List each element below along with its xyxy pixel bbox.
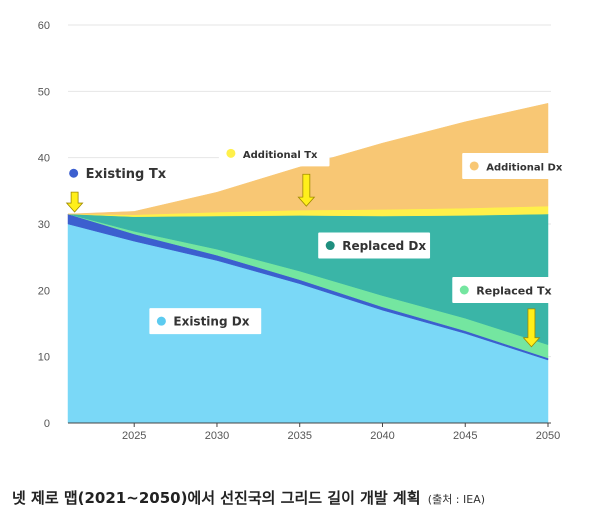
legend-dot: [226, 148, 236, 158]
label-replaced-tx: Replaced Tx: [452, 276, 558, 303]
legend-dot: [459, 285, 469, 295]
y-tick-label: 30: [38, 219, 50, 231]
label-text: Existing Dx: [173, 315, 249, 329]
label-text: Additional Dx: [486, 162, 563, 173]
legend-dot: [69, 168, 79, 178]
label-text: Existing Tx: [86, 167, 167, 182]
label-text: Replaced Tx: [476, 284, 551, 297]
y-tick-label: 20: [38, 285, 50, 297]
y-tick-label: 10: [38, 352, 50, 364]
x-tick-label: 2050: [536, 430, 560, 442]
label-box: [462, 152, 573, 179]
x-tick-label: 2025: [122, 430, 146, 442]
x-tick-label: 2040: [370, 430, 394, 442]
label-existing-dx: Existing Dx: [149, 308, 262, 335]
y-axis-ticks: 0 10 20 30 40 50 60: [38, 20, 50, 430]
series-labels: Existing Tx Additional Tx Additional Dx Rep…: [69, 140, 573, 335]
annotation-arrows: [65, 173, 541, 348]
figure-caption: 넷 제로 맵(2021~2050)에서 선진국의 그리드 길이 개발 계획 (출…: [12, 487, 485, 508]
legend-dot: [469, 161, 479, 171]
down-arrow-icon: [297, 173, 316, 207]
y-tick-label: 50: [38, 86, 50, 98]
x-axis-ticks: 2025 2030 2035 2040 2045 2050: [122, 423, 560, 442]
y-tick-label: 60: [38, 20, 50, 32]
label-replaced-dx: Replaced Dx: [318, 232, 431, 259]
label-box: [149, 308, 262, 335]
caption-title: 넷 제로 맵(2021~2050)에서 선진국의 그리드 길이 개발 계획: [12, 489, 421, 507]
x-tick-label: 2035: [287, 430, 311, 442]
label-additional-tx: Additional Tx: [218, 140, 330, 167]
label-existing-tx: Existing Tx: [69, 167, 167, 182]
label-box: [218, 140, 330, 167]
label-text: Additional Tx: [243, 150, 318, 161]
down-arrow-icon: [522, 308, 541, 348]
x-tick-label: 2045: [453, 430, 477, 442]
y-tick-label: 40: [38, 153, 50, 165]
y-tick-label: 0: [44, 418, 50, 430]
label-text: Replaced Dx: [342, 239, 426, 253]
legend-dot: [325, 241, 335, 251]
legend-dot: [156, 316, 166, 326]
caption-source: (출처 : IEA): [427, 493, 486, 506]
label-box: [318, 232, 431, 259]
down-arrow-icon: [65, 191, 84, 213]
label-additional-dx: Additional Dx: [462, 152, 573, 179]
x-tick-label: 2030: [205, 430, 229, 442]
label-box: [452, 276, 558, 303]
